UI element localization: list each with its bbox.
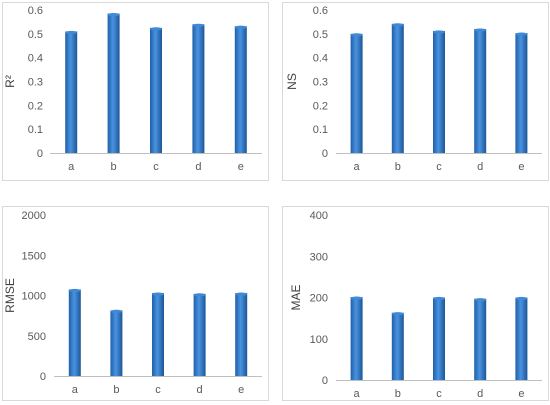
mae-bar-a <box>350 297 363 380</box>
rmse-ytick-label: 1500 <box>22 250 46 262</box>
rmse-ytick-label: 500 <box>28 331 46 343</box>
rmse-ytick-label: 2000 <box>22 210 46 222</box>
ns-ytick-label: 0.5 <box>313 29 328 41</box>
mae-bar-cap-c <box>433 296 445 301</box>
r2-ytick-label: 0.3 <box>28 77 43 89</box>
r2-category-label: d <box>195 161 201 173</box>
rmse-category-label: c <box>155 384 161 396</box>
mae-category-label: c <box>436 388 442 400</box>
mae-y-axis-title: MAE <box>289 284 303 310</box>
rmse-bar-d <box>193 293 206 376</box>
r2-ytick-label: 0 <box>37 148 43 160</box>
ns-ytick-label: 0.6 <box>313 5 328 17</box>
mae-bar-e <box>515 297 528 380</box>
ns-panel-border <box>282 2 549 181</box>
rmse-chart: 0 500 1000 1500 2000 RMSE a b c d e <box>2 206 269 401</box>
r2-bar-cap-c <box>150 27 162 31</box>
rmse-bar-cap-d <box>193 293 206 297</box>
mae-bar-cap-a <box>350 296 363 300</box>
mae-ytick-label: 0 <box>322 375 328 387</box>
mae-category-label: d <box>477 388 483 400</box>
ns-category-label: c <box>436 161 442 173</box>
ns-bar-a <box>350 33 363 154</box>
r2-bar-b <box>107 13 120 154</box>
rmse-bar-cap-b <box>110 309 123 313</box>
rmse-category-label: d <box>197 384 203 396</box>
r2-ytick-label: 0.1 <box>28 124 43 136</box>
rmse-bar-b <box>110 310 123 376</box>
ns-bar-cap-c <box>433 30 445 34</box>
ns-ytick-label: 0.1 <box>313 124 328 136</box>
mae-ytick-label: 300 <box>310 251 328 263</box>
mae-bar-cap-b <box>391 312 404 316</box>
rmse-bar-cap-c <box>152 292 164 296</box>
ns-bar-cap-b <box>391 23 404 27</box>
rmse-category-label: b <box>113 384 119 396</box>
r2-bar-d <box>192 24 205 153</box>
mae-ytick-label: 100 <box>310 334 328 346</box>
ns-bar-b <box>391 23 404 153</box>
r2-ytick-label: 0.4 <box>28 53 43 65</box>
rmse-bar-cap-a <box>68 288 81 293</box>
mae-ytick-label: 200 <box>310 293 328 305</box>
mae-bar-d <box>474 298 487 380</box>
r2-bar-cap-e <box>234 25 247 29</box>
rmse-bar-cap-e <box>235 292 248 296</box>
rmse-bar-e <box>235 293 248 376</box>
ns-ytick-label: 0 <box>322 148 328 160</box>
ns-ytick-label: 0.4 <box>313 53 328 65</box>
r2-category-label: c <box>153 161 159 173</box>
rmse-panel-border <box>2 206 269 401</box>
rmse-category-label: e <box>238 384 244 396</box>
ns-category-label: d <box>477 161 483 173</box>
ns-bar-d <box>474 29 487 153</box>
mae-bar-cap-d <box>474 298 487 302</box>
r2-y-axis-title: R² <box>3 75 17 88</box>
r2-ytick-label: 0.6 <box>28 5 43 17</box>
ns-category-label: a <box>354 161 361 173</box>
r2-bar-c <box>150 27 162 153</box>
mae-bar-b <box>391 312 404 380</box>
r2-chart: 0 0.1 0.2 0.3 0.4 0.5 0.6 R² a b c d e <box>2 2 269 181</box>
mae-bar-c <box>433 297 445 380</box>
ns-ytick-label: 0.2 <box>313 100 328 112</box>
rmse-bar-c <box>152 293 164 376</box>
r2-category-label: b <box>111 161 117 173</box>
mae-category-label: a <box>354 388 361 400</box>
r2-bar-a <box>65 31 78 154</box>
r2-panel-border <box>2 2 269 181</box>
rmse-category-label: a <box>72 384 79 396</box>
mae-panel-border <box>282 206 549 401</box>
r2-category-label: e <box>238 161 244 173</box>
ns-y-axis-title: NS <box>285 73 299 90</box>
mae-ytick-label: 400 <box>310 210 328 222</box>
ns-bar-cap-e <box>515 32 528 36</box>
r2-bar-e <box>234 26 247 154</box>
ns-ytick-label: 0.3 <box>313 77 328 89</box>
mae-chart: 0 100 200 300 400 MAE a b c d e <box>282 206 549 401</box>
ns-bar-c <box>433 30 445 153</box>
ns-bar-cap-d <box>474 28 487 32</box>
ns-chart: 0 0.1 0.2 0.3 0.4 0.5 0.6 NS a b c d e <box>282 2 549 181</box>
rmse-bar-a <box>68 289 81 376</box>
rmse-y-axis-title: RMSE <box>3 278 17 313</box>
mae-category-label: b <box>395 388 401 400</box>
mae-bar-cap-e <box>515 296 528 301</box>
ns-bar-cap-a <box>350 33 363 37</box>
r2-bar-cap-a <box>65 30 78 35</box>
ns-category-label: b <box>395 161 401 173</box>
r2-category-label: a <box>68 161 75 173</box>
r2-bar-cap-b <box>107 12 120 17</box>
rmse-ytick-label: 1000 <box>22 291 46 303</box>
r2-ytick-label: 0.2 <box>28 100 43 112</box>
r2-bar-cap-d <box>192 23 205 27</box>
r2-ytick-label: 0.5 <box>28 29 43 41</box>
ns-category-label: e <box>518 161 524 173</box>
rmse-ytick-label: 0 <box>40 371 46 383</box>
ns-bar-e <box>515 33 528 153</box>
mae-category-label: e <box>518 388 524 400</box>
